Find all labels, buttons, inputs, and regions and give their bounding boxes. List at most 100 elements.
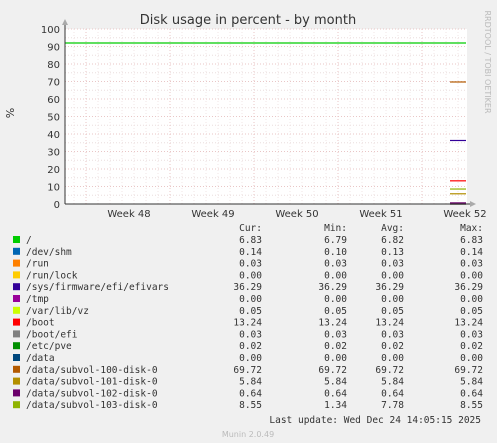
legend-value-avg: 0.13 <box>381 247 404 258</box>
rrdtool-vertical-label: RRDTOOL / TOBI OETIKER <box>483 10 492 113</box>
y-tick-label: 40 <box>47 130 60 141</box>
legend-value-cur: 0.14 <box>239 247 262 258</box>
axes: 0 10 20 30 40 50 60 70 80 90 100 Week 48 Week 49 Week… <box>41 19 487 220</box>
legend-value-avg: 0.05 <box>381 306 404 317</box>
legend-swatch <box>13 401 20 409</box>
legend-swatch <box>13 247 20 255</box>
legend-series-name: /sys/firmware/efi/efivars <box>26 282 169 293</box>
chart-title: Disk usage in percent - by month <box>140 13 356 28</box>
legend-value-max: 0.02 <box>460 341 483 352</box>
legend-value-min: 0.02 <box>324 341 347 352</box>
legend-value-avg: 0.00 <box>381 270 404 281</box>
legend-value-avg: 0.02 <box>381 341 404 352</box>
legend-series-name: /data/subvol-103-disk-0 <box>26 400 158 411</box>
legend-value-max: 8.55 <box>460 400 483 411</box>
legend-swatch <box>13 377 20 385</box>
y-tick-label: 30 <box>47 148 60 159</box>
legend-value-min: 0.64 <box>324 388 347 399</box>
y-axis-label: % <box>4 108 17 118</box>
munin-version: Munin 2.0.49 <box>222 430 274 439</box>
legend-value-max: 0.03 <box>460 329 483 340</box>
legend-column-header: Min: <box>324 223 347 234</box>
legend-series-name: /tmp <box>26 294 49 305</box>
y-tick-label: 0 <box>54 200 60 211</box>
legend-series-name: /boot/efi <box>26 329 78 340</box>
legend-value-avg: 0.00 <box>381 353 404 364</box>
legend-value-max: 0.14 <box>460 247 483 258</box>
legend-value-avg: 6.82 <box>381 235 404 246</box>
legend-value-max: 0.03 <box>460 259 483 270</box>
legend-value-min: 36.29 <box>318 282 347 293</box>
y-tick-label: 50 <box>47 113 60 124</box>
legend-column-header: Avg: <box>381 223 404 234</box>
y-tick-label: 70 <box>47 78 60 89</box>
legend-value-avg: 69.72 <box>375 365 404 376</box>
x-tick-label: Week 50 <box>275 209 318 220</box>
legend-series-name: /boot <box>26 318 55 329</box>
legend-value-avg: 0.64 <box>381 388 404 399</box>
legend-value-avg: 36.29 <box>375 282 404 293</box>
legend-value-max: 0.05 <box>460 306 483 317</box>
legend-value-cur: 0.00 <box>239 294 262 305</box>
legend-series-name: / <box>26 235 32 246</box>
legend-value-avg: 0.03 <box>381 329 404 340</box>
legend-swatch <box>13 330 20 338</box>
legend-column-header: Cur: <box>239 223 262 234</box>
x-tick-label: Week 49 <box>191 209 234 220</box>
legend-series-name: /run/lock <box>26 270 78 281</box>
y-tick-label: 90 <box>47 43 60 54</box>
legend: Cur: Min: Avg: Max: / 6.83 6.79 6.82 6.83/dev/sh… <box>13 223 483 411</box>
legend-value-avg: 13.24 <box>375 318 404 329</box>
legend-value-max: 69.72 <box>454 365 483 376</box>
legend-value-min: 1.34 <box>324 400 347 411</box>
legend-value-min: 0.10 <box>324 247 347 258</box>
legend-value-min: 0.00 <box>324 353 347 364</box>
legend-value-max: 0.64 <box>460 388 483 399</box>
legend-value-cur: 0.05 <box>239 306 262 317</box>
legend-value-cur: 0.03 <box>239 259 262 270</box>
grid <box>65 28 467 204</box>
legend-series-name: /dev/shm <box>26 247 72 258</box>
legend-value-max: 0.00 <box>460 294 483 305</box>
y-tick-label: 100 <box>41 25 60 36</box>
legend-series-name: /run <box>26 259 49 270</box>
y-tick-label: 20 <box>47 165 60 176</box>
legend-swatch <box>13 354 20 361</box>
legend-value-cur: 0.00 <box>239 353 262 364</box>
legend-swatch <box>13 295 20 302</box>
legend-swatch <box>13 365 20 373</box>
legend-value-cur: 36.29 <box>233 282 262 293</box>
x-tick-label: Week 52 <box>443 209 486 220</box>
legend-series-name: /var/lib/vz <box>26 306 89 317</box>
y-tick-label: 80 <box>47 60 60 71</box>
legend-swatch <box>13 236 20 243</box>
legend-value-cur: 0.03 <box>239 329 262 340</box>
x-tick-label: Week 48 <box>107 209 150 220</box>
last-update: Last update: Wed Dec 24 14:05:15 2025 <box>269 415 481 426</box>
legend-column-header: Max: <box>460 223 483 234</box>
y-axis-arrow <box>62 19 68 25</box>
legend-series-name: /data/subvol-101-disk-0 <box>26 377 158 388</box>
legend-value-cur: 6.83 <box>239 235 262 246</box>
legend-value-min: 0.05 <box>324 306 347 317</box>
legend-value-avg: 0.00 <box>381 294 404 305</box>
legend-value-min: 69.72 <box>318 365 347 376</box>
legend-value-min: 6.79 <box>324 235 347 246</box>
legend-value-max: 6.83 <box>460 235 483 246</box>
legend-value-avg: 0.03 <box>381 259 404 270</box>
x-axis-arrow <box>470 201 476 207</box>
x-tick-label: Week 51 <box>359 209 402 220</box>
legend-value-cur: 8.55 <box>239 400 262 411</box>
legend-value-avg: 5.84 <box>381 377 404 388</box>
legend-swatch <box>13 259 20 267</box>
legend-swatch <box>13 283 20 291</box>
legend-series-name: /data/subvol-100-disk-0 <box>26 365 158 376</box>
legend-series-name: /data <box>26 353 55 364</box>
legend-swatch <box>13 389 20 397</box>
legend-value-max: 0.00 <box>460 353 483 364</box>
legend-value-min: 5.84 <box>324 377 347 388</box>
legend-value-max: 13.24 <box>454 318 483 329</box>
legend-value-min: 0.03 <box>324 329 347 340</box>
legend-value-cur: 0.00 <box>239 270 262 281</box>
